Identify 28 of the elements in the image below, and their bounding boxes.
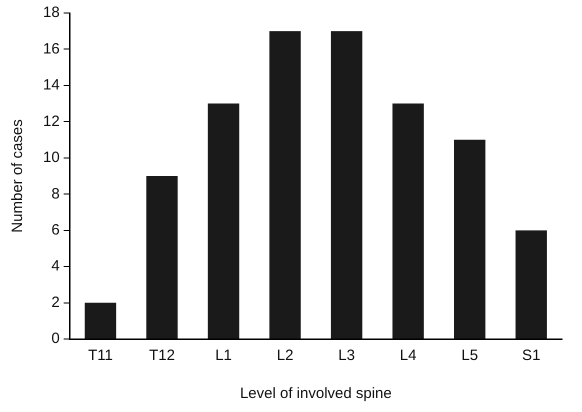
y-tick-label: 18 [42,4,60,22]
x-tick-label: L1 [215,347,232,364]
y-tick-label: 10 [42,149,60,166]
bar [269,31,301,338]
bar [330,31,362,338]
bar [454,140,486,338]
x-tick-label: L3 [338,347,355,364]
bar [392,104,424,338]
x-tick-label: L4 [400,347,416,364]
x-axis-title: Level of involved spine [240,385,392,402]
bar [146,176,178,338]
y-tick-label: 12 [42,112,60,130]
x-tick-label: L2 [276,347,294,364]
bar [208,104,240,338]
x-tick-label: L5 [461,347,478,364]
y-tick-label: 2 [51,294,60,311]
x-tick-label: T11 [88,347,113,364]
y-tick-label: 0 [51,330,60,348]
bar [84,302,116,338]
bar [516,230,547,338]
y-tick-label: 14 [42,76,60,94]
y-tick-label: 4 [51,258,60,275]
x-tick-label: S1 [522,347,540,364]
y-tick-label: 8 [51,185,60,202]
y-axis-title: Number of cases [9,119,26,233]
y-tick-label: 16 [42,40,60,58]
y-tick-label: 6 [51,221,60,238]
x-tick-label: T12 [149,347,175,364]
